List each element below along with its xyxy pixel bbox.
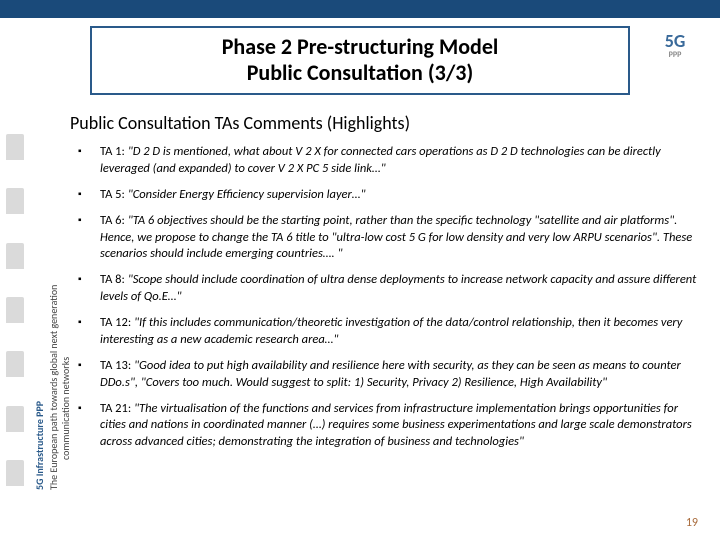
sidebar-text2: The European path towards global next ge… [48, 285, 59, 490]
list-item: TA 21: "The virtualisation of the functi… [78, 401, 700, 452]
logo-5g-ppp: 5G PPP [648, 26, 702, 66]
landmark-icon [6, 406, 24, 432]
landmark-icon [6, 351, 24, 377]
item-text: "Good idea to put high availability and … [100, 358, 681, 390]
list-item: TA 5: "Consider Energy Efficiency superv… [78, 187, 700, 204]
logo-sub: PPP [669, 50, 682, 60]
top-bar [0, 0, 720, 18]
landmark-icon [6, 297, 24, 323]
logo-big: 5G [665, 32, 686, 50]
title-box: Phase 2 Pre-structuring Model Public Con… [90, 26, 630, 95]
sidebar-icons [6, 120, 26, 500]
item-label: TA 12: [100, 315, 131, 330]
sidebar-text: 5G Infrastructure PPP [34, 401, 45, 490]
sidebar: 5G Infrastructure PPP The European path … [4, 120, 60, 520]
list-item: TA 8: "Scope should include coordination… [78, 272, 700, 306]
list-item: TA 6: "TA 6 objectives should be the sta… [78, 213, 700, 264]
page-number: 19 [686, 516, 698, 530]
item-label: TA 5: [100, 187, 125, 202]
landmark-icon [6, 188, 24, 214]
item-label: TA 21: [100, 401, 131, 416]
item-label: TA 1: [100, 144, 125, 159]
item-label: TA 8: [100, 272, 125, 287]
item-text: "If this includes communication/theoreti… [100, 315, 682, 347]
title-line-2: Public Consultation (3/3) [102, 60, 618, 86]
item-text: "The virtualisation of the functions and… [100, 401, 692, 450]
landmark-icon [6, 460, 24, 486]
content-area: Public Consultation TAs Comments (Highli… [70, 112, 700, 460]
landmark-icon [6, 134, 24, 160]
item-text: "Consider Energy Efficiency supervision … [128, 187, 366, 202]
item-text: "Scope should include coordination of ul… [100, 272, 696, 304]
bullet-list: TA 1: "D 2 D is mentioned, what about V … [70, 144, 700, 451]
item-label: TA 6: [100, 213, 125, 228]
title-line-1: Phase 2 Pre-structuring Model [102, 34, 618, 60]
list-item: TA 1: "D 2 D is mentioned, what about V … [78, 144, 700, 178]
list-item: TA 13: "Good idea to put high availabili… [78, 358, 700, 392]
sidebar-line1: 5G Infrastructure PPP [33, 401, 46, 490]
subtitle: Public Consultation TAs Comments (Highli… [70, 112, 700, 134]
list-item: TA 12: "If this includes communication/t… [78, 315, 700, 349]
item-label: TA 13: [100, 358, 131, 373]
item-text: "TA 6 objectives should be the starting … [100, 213, 692, 262]
landmark-icon [6, 243, 24, 269]
item-text: "D 2 D is mentioned, what about V 2 X fo… [100, 144, 661, 176]
